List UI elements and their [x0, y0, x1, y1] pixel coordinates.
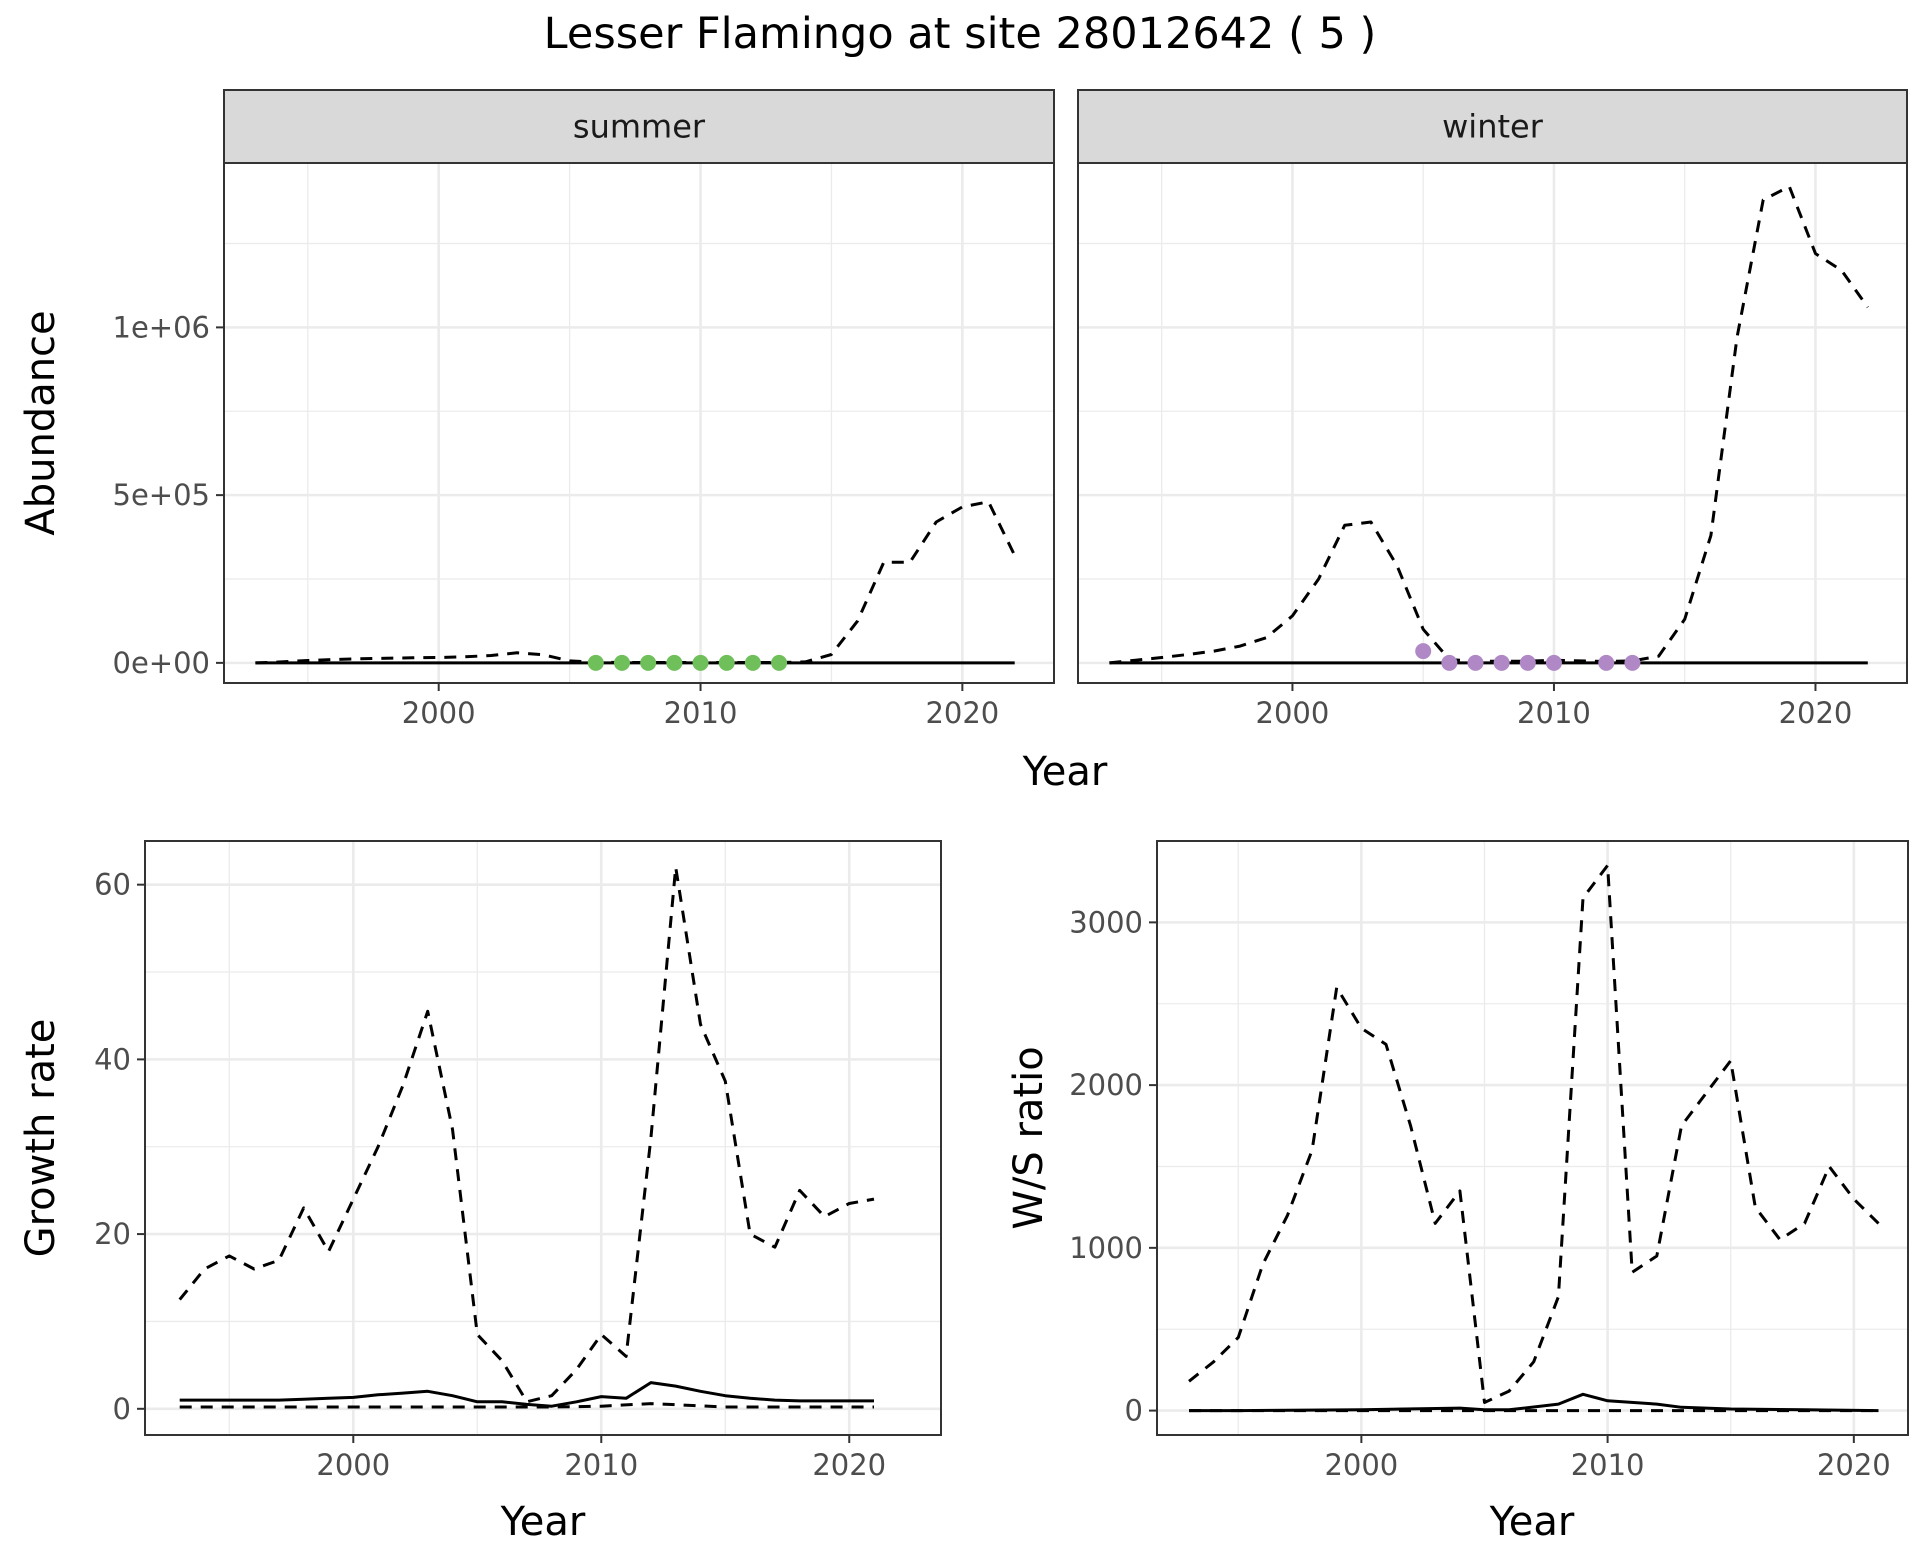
abundance-winter-x-tick-label: 2020	[1779, 696, 1853, 730]
abundance-summer-data-point	[614, 655, 630, 671]
growth-y-tick-label: 60	[94, 868, 131, 902]
abundance-summer-facet-label: summer	[573, 108, 706, 146]
abundance-summer-x-tick-label: 2020	[925, 696, 999, 730]
growth-x-axis-title: Year	[500, 1499, 586, 1545]
growth-y-tick-label: 40	[94, 1042, 131, 1076]
abundance-winter-data-point	[1441, 655, 1457, 671]
ratio-x-tick-label: 2010	[1571, 1448, 1645, 1482]
abundance-winter-x-tick-label: 2010	[1517, 696, 1591, 730]
abundance-winter-x-tick-label: 2000	[1256, 696, 1330, 730]
abundance-summer-data-point	[640, 655, 656, 671]
ratio-y-tick-label: 3000	[1069, 905, 1143, 939]
abundance-summer-data-point	[693, 655, 709, 671]
abundance-summer-x-tick-label: 2000	[402, 696, 476, 730]
abundance-winter-facet-label: winter	[1442, 108, 1544, 146]
growth-y-axis-title: Growth rate	[18, 1019, 64, 1258]
abundance-x-axis-title: Year	[1022, 749, 1108, 795]
growth-y-tick-label: 0	[113, 1392, 131, 1426]
abundance-winter-data-point	[1546, 655, 1562, 671]
abundance-winter-data-point	[1520, 655, 1536, 671]
growth-x-tick-label: 2010	[564, 1448, 638, 1482]
abundance-winter-data-point	[1468, 655, 1484, 671]
ratio-x-tick-label: 2020	[1817, 1448, 1891, 1482]
abundance-summer-data-point	[719, 655, 735, 671]
growth-y-tick-label: 20	[94, 1217, 131, 1251]
abundance-summer-data-point	[588, 655, 604, 671]
abundance-summer-y-tick-label: 5e+05	[113, 478, 211, 512]
abundance-summer-y-tick-label: 1e+06	[113, 310, 211, 344]
abundance-winter-data-point	[1598, 655, 1614, 671]
ratio-y-tick-label: 1000	[1069, 1231, 1143, 1265]
abundance-summer-data-point	[745, 655, 761, 671]
abundance-winter-data-point	[1415, 643, 1431, 659]
abundance-winter-data-point	[1494, 655, 1510, 671]
abundance-y-axis-title: Abundance	[18, 310, 64, 535]
abundance-summer-data-point	[771, 655, 787, 671]
growth-x-tick-label: 2020	[812, 1448, 886, 1482]
abundance-summer-y-tick-label: 0e+00	[113, 646, 211, 680]
abundance-winter-data-point	[1624, 655, 1640, 671]
abundance-summer-data-point	[666, 655, 682, 671]
ratio-x-tick-label: 2000	[1324, 1448, 1398, 1482]
abundance-summer-x-tick-label: 2010	[664, 696, 738, 730]
ratio-y-tick-label: 2000	[1069, 1068, 1143, 1102]
ratio-y-axis-title: W/S ratio	[1006, 1046, 1052, 1229]
growth-x-tick-label: 2000	[316, 1448, 390, 1482]
chart-title: Lesser Flamingo at site 28012642 ( 5 )	[544, 9, 1377, 59]
ratio-y-tick-label: 0	[1125, 1394, 1143, 1428]
ratio-x-axis-title: Year	[1489, 1499, 1575, 1545]
